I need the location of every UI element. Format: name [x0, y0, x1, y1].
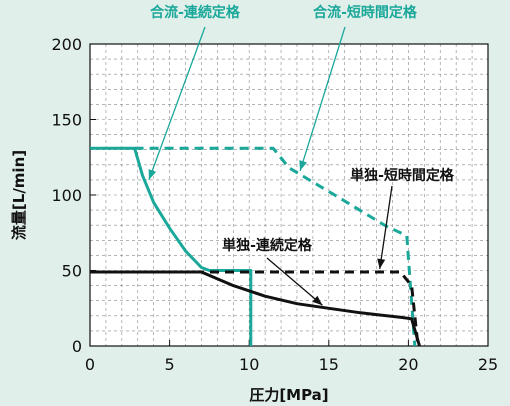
- x-tick-label: 20: [398, 355, 418, 374]
- annotation-label: 単独-連続定格: [222, 237, 313, 254]
- y-axis-title: 流量[L/min]: [10, 150, 28, 240]
- y-tick-label: 100: [51, 186, 82, 205]
- annotation-label: 合流-短時間定格: [313, 4, 418, 21]
- x-tick-label: 5: [165, 355, 175, 374]
- y-tick-label: 50: [62, 262, 82, 281]
- annotation-label: 単独-短時間定格: [350, 167, 455, 184]
- y-tick-label: 200: [51, 35, 82, 54]
- series-line-3: [90, 270, 420, 347]
- annotation-label: 合流-連続定格: [150, 4, 241, 21]
- annotation-leader-line: [266, 257, 323, 306]
- annotation-leader-line: [148, 26, 206, 181]
- annotation-arrowhead: [148, 169, 157, 180]
- y-tick-label: 0: [72, 337, 82, 356]
- x-axis-title: 圧力[MPa]: [249, 386, 328, 404]
- series-line-4: [90, 270, 421, 347]
- annotation-leader-line: [379, 185, 393, 270]
- x-tick-label: 10: [239, 355, 259, 374]
- annotation-leader-line: [299, 26, 346, 172]
- annotation-arrowhead: [377, 258, 386, 269]
- annotation-arrowhead: [299, 160, 307, 171]
- x-tick-label: 25: [478, 355, 498, 374]
- x-tick-label: 15: [319, 355, 339, 374]
- annotation-arrowhead: [312, 295, 323, 306]
- y-tick-label: 150: [51, 111, 82, 130]
- x-tick-label: 0: [85, 355, 95, 374]
- series-line-2: [134, 146, 417, 347]
